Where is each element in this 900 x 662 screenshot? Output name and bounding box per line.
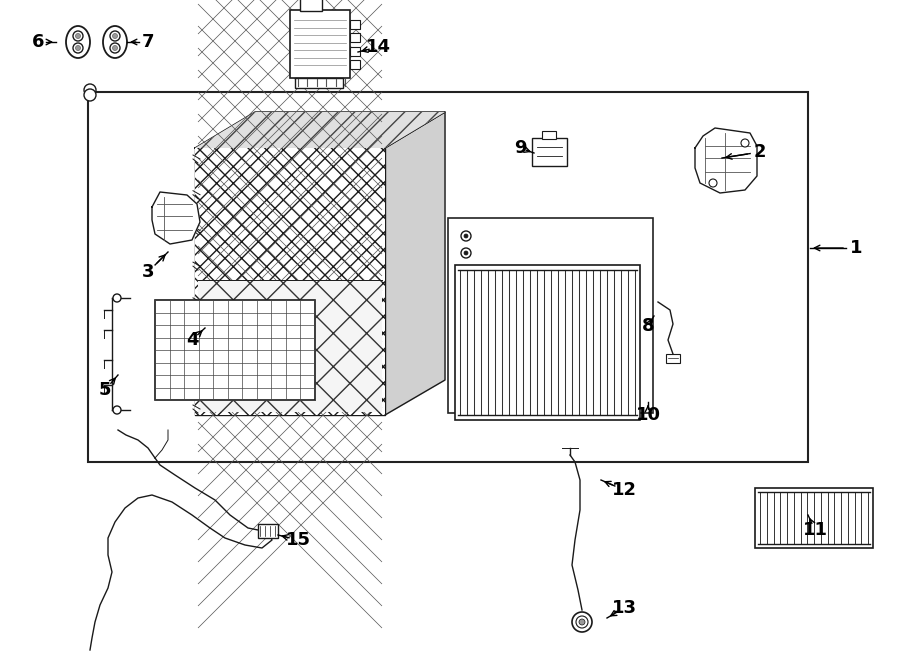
Circle shape [76,46,80,50]
Text: 1: 1 [850,239,862,257]
Text: 9: 9 [514,139,526,157]
Bar [532,138,567,166]
Circle shape [709,179,717,187]
Polygon shape [198,280,382,412]
Bar [350,20,360,29]
Text: 12: 12 [611,481,636,499]
Bar [755,488,873,548]
Polygon shape [195,112,445,148]
Circle shape [73,43,83,53]
Text: 11: 11 [803,521,827,539]
Text: 13: 13 [611,599,636,617]
Circle shape [110,43,120,53]
Ellipse shape [66,26,90,58]
Circle shape [110,31,120,41]
Circle shape [73,31,83,41]
Bar [300,0,322,11]
Bar [448,218,653,413]
Text: 7: 7 [142,33,154,51]
Bar [290,10,350,78]
Bar [350,60,360,69]
Circle shape [84,89,96,101]
Circle shape [112,34,118,38]
Circle shape [113,294,121,302]
Polygon shape [195,112,445,148]
Circle shape [464,251,468,255]
Bar [88,92,808,462]
Polygon shape [152,192,200,244]
Text: 6: 6 [32,33,44,51]
Bar [542,131,556,139]
Text: 14: 14 [365,38,391,56]
Text: 8: 8 [642,317,654,335]
Circle shape [576,616,588,628]
Text: 5: 5 [99,381,112,399]
Bar [666,354,680,363]
Bar [155,300,315,400]
Circle shape [112,46,118,50]
Ellipse shape [103,26,127,58]
Circle shape [461,231,471,241]
Circle shape [579,619,585,625]
Circle shape [572,612,592,632]
Text: 4: 4 [185,331,198,349]
Text: 15: 15 [285,531,310,549]
Text: 10: 10 [635,406,661,424]
Bar [350,33,360,42]
Circle shape [84,84,96,96]
Bar [350,47,360,56]
Polygon shape [195,148,385,415]
Bar [258,524,278,538]
Text: 2: 2 [754,143,766,161]
Circle shape [76,34,80,38]
Circle shape [461,248,471,258]
Polygon shape [385,112,445,415]
Polygon shape [195,148,385,415]
Polygon shape [695,128,757,193]
Circle shape [741,139,749,147]
Circle shape [464,234,468,238]
Bar [295,78,343,88]
Text: 3: 3 [142,263,154,281]
Bar [455,265,640,420]
Circle shape [113,406,121,414]
